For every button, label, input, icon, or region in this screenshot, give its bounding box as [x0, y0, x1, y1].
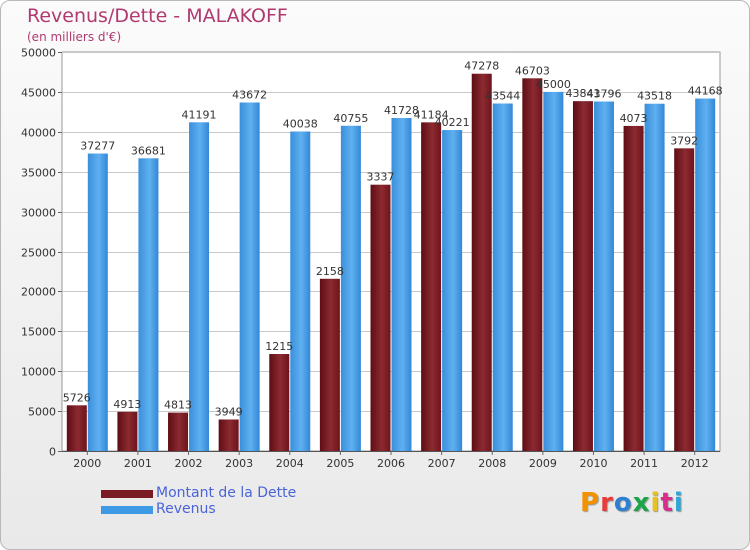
- x-tick-label: 2001: [124, 457, 152, 470]
- data-label-revenue: 37277: [80, 140, 115, 153]
- data-label-debt: 2158: [316, 265, 344, 278]
- logo-letter: t: [660, 488, 674, 518]
- chart-title: Revenus/Dette - MALAKOFF: [27, 5, 288, 27]
- y-tick-label: 15000: [21, 326, 56, 339]
- logo-letter: r: [600, 488, 614, 518]
- bar-debt: [218, 419, 239, 451]
- y-tick-label: 40000: [21, 127, 56, 140]
- data-label-debt: 4913: [113, 398, 141, 411]
- data-label-debt: 46703: [515, 64, 550, 77]
- data-label-debt: 3337: [367, 171, 395, 184]
- x-tick-label: 2002: [175, 457, 203, 470]
- data-label-revenue: 36681: [131, 144, 166, 157]
- legend-label-debt: Montant de la Dette: [156, 485, 297, 501]
- logo-letter: o: [613, 488, 633, 518]
- bar-debt: [269, 354, 290, 451]
- bar-debt: [319, 278, 340, 451]
- bar-revenue: [695, 98, 716, 451]
- data-label-debt: 41184: [414, 108, 449, 121]
- bar-debt: [66, 405, 87, 451]
- y-tick-label: 20000: [21, 286, 56, 299]
- y-tick-label: 10000: [21, 366, 56, 379]
- logo-letter: i: [650, 488, 661, 518]
- bar-revenue: [543, 91, 564, 452]
- data-label-revenue: 43672: [232, 88, 267, 101]
- bar-debt: [471, 73, 492, 451]
- x-tick-label: 2000: [73, 457, 101, 470]
- data-label-revenue: 43544: [485, 90, 520, 103]
- y-tick-label: 45000: [21, 87, 56, 100]
- bar-revenue: [290, 131, 311, 451]
- data-label-debt: 5726: [63, 391, 91, 404]
- chart-subtitle: (en milliers d'€): [27, 30, 122, 44]
- bar-revenue: [644, 103, 665, 452]
- bar-debt: [572, 101, 593, 452]
- x-tick-label: 2004: [276, 457, 304, 470]
- bar-debt: [674, 148, 695, 452]
- bar-revenue: [340, 125, 361, 452]
- y-tick-label: 25000: [21, 247, 56, 260]
- data-label-debt: 4813: [164, 399, 192, 412]
- logo-letter: x: [632, 488, 651, 518]
- bar-debt: [623, 125, 644, 452]
- logo-letter: i: [673, 488, 684, 518]
- bar-revenue: [391, 118, 412, 451]
- bar-revenue: [593, 101, 614, 451]
- x-tick-label: 2007: [428, 457, 456, 470]
- bar-revenue: [442, 130, 463, 451]
- bar-debt: [117, 411, 138, 451]
- bar-revenue: [239, 102, 260, 451]
- data-label-revenue: 40038: [283, 117, 318, 130]
- data-label-debt: 43841: [565, 87, 600, 100]
- x-tick-label: 2008: [478, 457, 506, 470]
- y-tick-label: 5000: [28, 406, 56, 419]
- data-label-debt: 1215: [265, 340, 293, 353]
- data-label-revenue: 40755: [333, 112, 368, 125]
- data-label-revenue: 41728: [384, 104, 419, 117]
- bar-debt: [421, 122, 442, 451]
- legend-swatch-debt: [101, 490, 153, 498]
- x-tick-label: 2003: [225, 457, 253, 470]
- x-tick-label: 2010: [579, 457, 607, 470]
- bar-debt: [522, 78, 543, 451]
- legend-swatch-revenue: [101, 506, 153, 514]
- data-label-debt: 47278: [464, 60, 499, 73]
- x-tick-label: 2006: [377, 457, 405, 470]
- data-label-debt: 4073: [620, 112, 648, 125]
- data-label-revenue: 44168: [688, 85, 723, 98]
- data-label-revenue: 45000: [536, 78, 571, 91]
- proxiti-logo: Proxiti: [580, 488, 684, 518]
- x-tick-label: 2011: [630, 457, 658, 470]
- x-tick-label: 2005: [326, 457, 354, 470]
- bar-revenue: [87, 153, 108, 451]
- y-tick-label: 30000: [21, 207, 56, 220]
- data-label-revenue: 43518: [637, 90, 672, 103]
- logo-letter: P: [580, 488, 601, 518]
- legend-label-revenue: Revenus: [156, 501, 216, 517]
- x-tick-label: 2009: [529, 457, 557, 470]
- data-label-revenue: 43796: [586, 88, 621, 101]
- bar-revenue: [492, 103, 513, 451]
- bar-debt: [168, 412, 189, 451]
- data-label-revenue: 41191: [182, 108, 217, 121]
- x-tick-label: 2012: [681, 457, 709, 470]
- y-tick-label: 0: [49, 446, 56, 459]
- data-label-debt: 3792: [670, 134, 698, 147]
- y-tick-label: 50000: [21, 47, 56, 60]
- bar-debt: [370, 184, 391, 451]
- bar-revenue: [189, 122, 210, 451]
- y-tick-label: 35000: [21, 167, 56, 180]
- bar-revenue: [138, 158, 159, 451]
- data-label-revenue: 40221: [435, 116, 470, 129]
- data-label-debt: 3949: [215, 405, 243, 418]
